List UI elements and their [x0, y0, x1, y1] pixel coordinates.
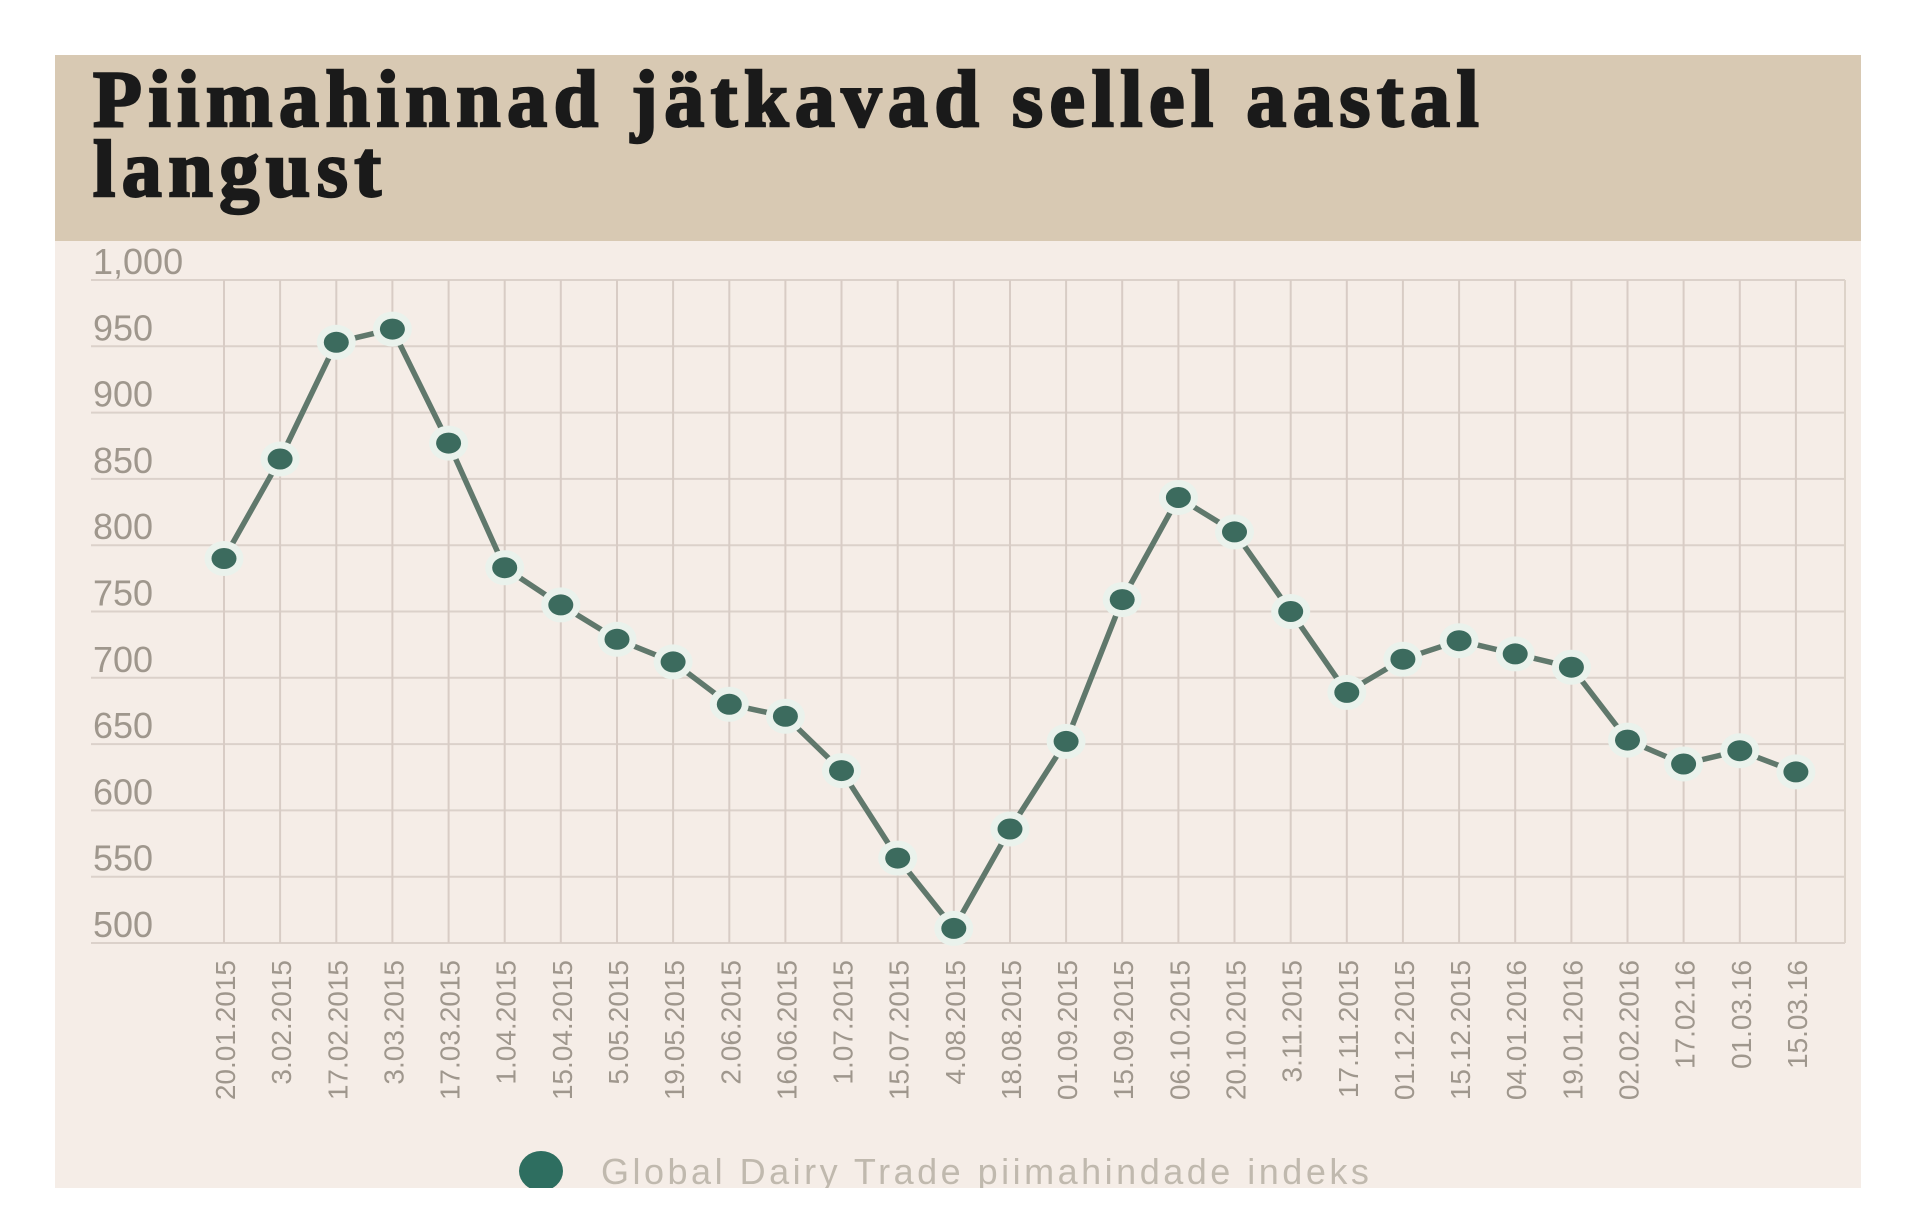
svg-text:17.02.2015: 17.02.2015 [322, 960, 353, 1100]
svg-text:500: 500 [93, 904, 153, 945]
svg-text:15.04.2015: 15.04.2015 [547, 960, 578, 1100]
svg-text:600: 600 [93, 771, 153, 812]
svg-text:2.06.2015: 2.06.2015 [715, 960, 746, 1085]
svg-text:02.02.2016: 02.02.2016 [1614, 960, 1645, 1100]
svg-text:16.06.2015: 16.06.2015 [771, 960, 802, 1100]
svg-text:19.01.2016: 19.01.2016 [1557, 960, 1588, 1100]
svg-text:4.08.2015: 4.08.2015 [940, 960, 971, 1085]
svg-text:5.05.2015: 5.05.2015 [603, 960, 634, 1085]
svg-text:900: 900 [93, 374, 153, 415]
svg-text:17.03.2015: 17.03.2015 [435, 960, 466, 1100]
svg-text:15.03.16: 15.03.16 [1782, 960, 1813, 1069]
svg-text:01.12.2015: 01.12.2015 [1389, 960, 1420, 1100]
svg-text:17.02.16: 17.02.16 [1670, 960, 1701, 1069]
svg-text:800: 800 [93, 506, 153, 547]
svg-text:19.05.2015: 19.05.2015 [659, 960, 690, 1100]
svg-text:950: 950 [93, 307, 153, 348]
svg-text:1,000: 1,000 [93, 241, 183, 282]
svg-text:850: 850 [93, 440, 153, 481]
svg-text:550: 550 [93, 838, 153, 879]
svg-text:700: 700 [93, 639, 153, 680]
svg-text:01.09.2015: 01.09.2015 [1052, 960, 1083, 1100]
svg-text:650: 650 [93, 705, 153, 746]
svg-text:15.09.2015: 15.09.2015 [1108, 960, 1139, 1100]
svg-text:01.03.16: 01.03.16 [1726, 960, 1757, 1069]
svg-text:20.10.2015: 20.10.2015 [1221, 960, 1252, 1100]
svg-text:06.10.2015: 06.10.2015 [1164, 960, 1195, 1100]
svg-text:15.07.2015: 15.07.2015 [884, 960, 915, 1100]
svg-text:17.11.2015: 17.11.2015 [1333, 960, 1364, 1098]
svg-text:20.01.2015: 20.01.2015 [210, 960, 241, 1100]
svg-text:3.02.2015: 3.02.2015 [266, 960, 297, 1085]
svg-text:3.11.2015: 3.11.2015 [1277, 960, 1308, 1083]
svg-text:04.01.2016: 04.01.2016 [1501, 960, 1532, 1100]
svg-text:Global Dairy Trade piimahindad: Global Dairy Trade piimahindade indeks [601, 1151, 1372, 1188]
svg-text:750: 750 [93, 573, 153, 614]
svg-text:15.12.2015: 15.12.2015 [1445, 960, 1476, 1100]
svg-text:1.07.2015: 1.07.2015 [828, 960, 859, 1085]
svg-text:3.03.2015: 3.03.2015 [378, 960, 409, 1085]
svg-text:1.04.2015: 1.04.2015 [491, 960, 522, 1085]
svg-text:18.08.2015: 18.08.2015 [996, 960, 1027, 1100]
